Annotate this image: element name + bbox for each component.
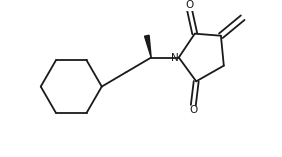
Text: N: N <box>171 52 179 62</box>
Text: O: O <box>189 105 197 115</box>
Polygon shape <box>145 35 151 57</box>
Text: O: O <box>185 0 194 10</box>
